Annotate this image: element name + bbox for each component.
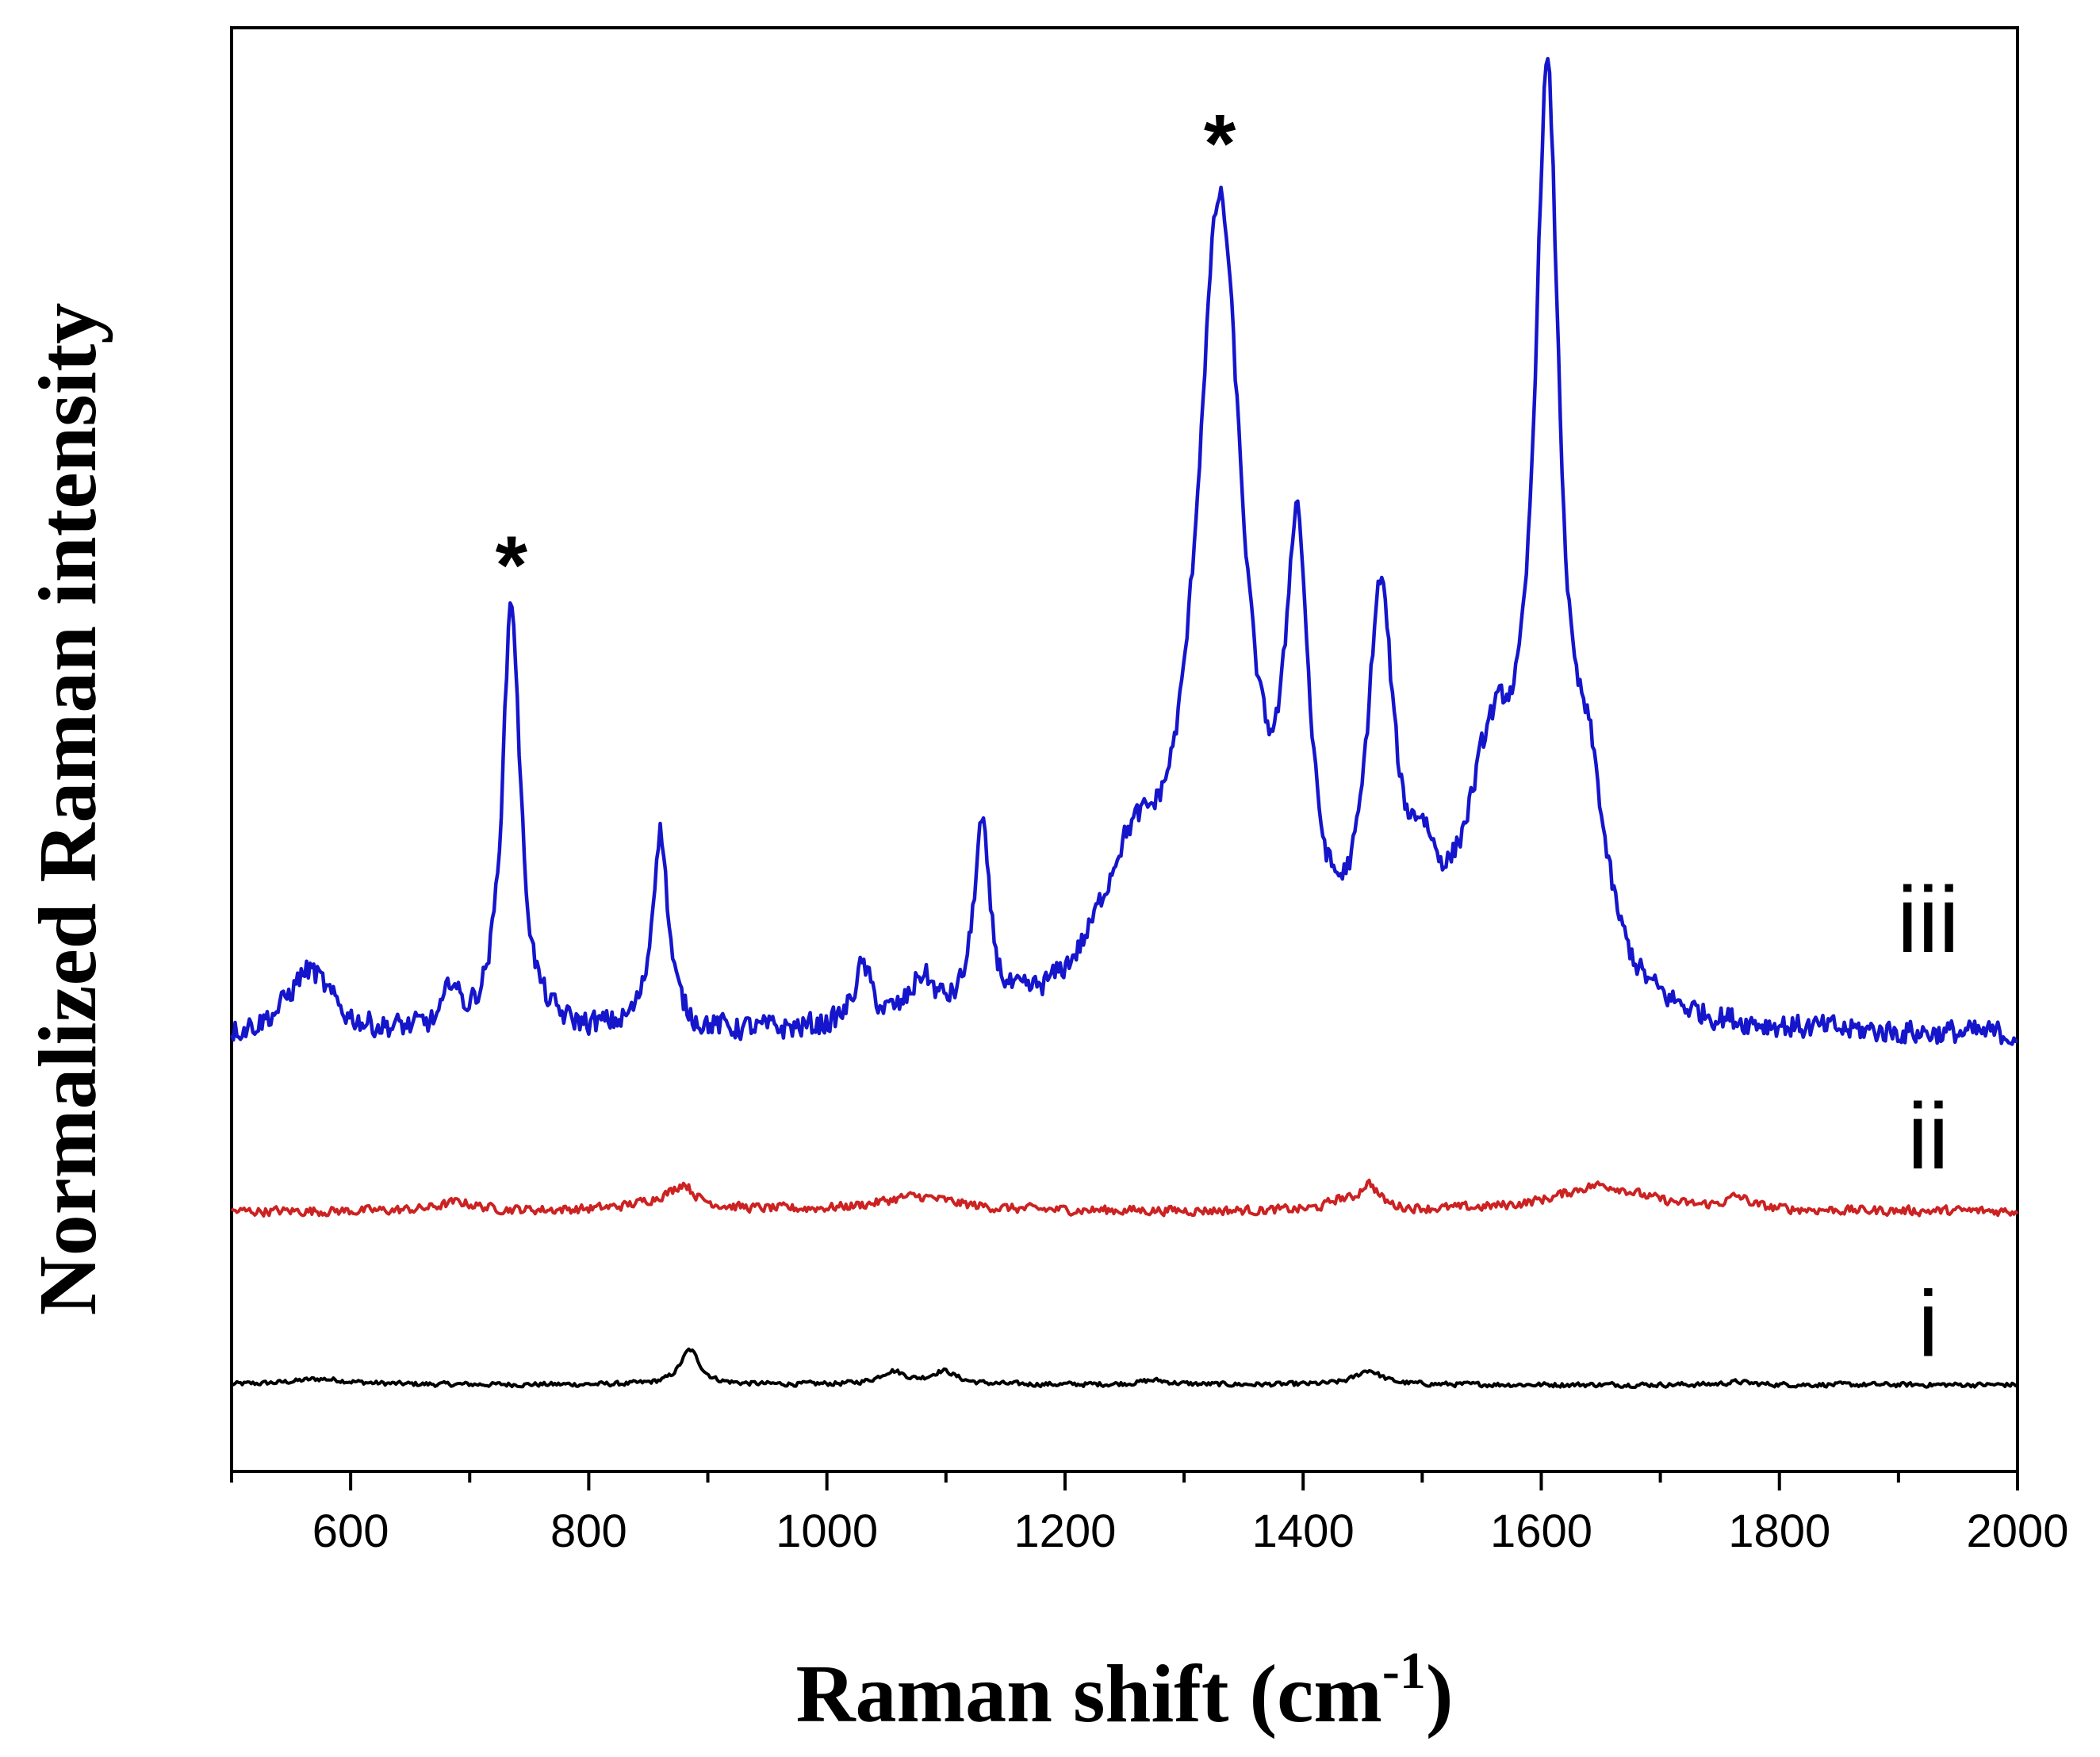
y-axis-title: Normalized Raman intensity [22, 303, 113, 1316]
plot-frame [230, 26, 2019, 1473]
annotations: ** [496, 98, 1236, 612]
x-tick-label: 2000 [1966, 1506, 2068, 1557]
series-line-i [230, 1347, 2018, 1389]
series-line-iii [229, 56, 2018, 1046]
x-tick-label: 1600 [1490, 1506, 1592, 1557]
peak-asterisk-1: * [496, 520, 528, 612]
series-layer [229, 56, 2019, 1389]
x-tick-label: 800 [550, 1506, 627, 1557]
series-label-i: i [1918, 1272, 1938, 1376]
series-label-iii: iii [1897, 868, 1960, 972]
x-tick-label: 600 [312, 1506, 389, 1557]
x-tick-label: 1200 [1014, 1506, 1116, 1557]
x-tick-label: 1000 [776, 1506, 878, 1557]
series-line-ii [230, 1178, 2019, 1218]
x-axis-title-close: ) [1426, 1648, 1454, 1740]
peak-asterisk-2: * [1204, 98, 1236, 190]
x-axis-title-superscript: -1 [1382, 1642, 1426, 1700]
x-tick-label: 1400 [1252, 1506, 1355, 1557]
series-label-ii: ii [1907, 1084, 1949, 1189]
x-axis-ticks: 600 800 1000 1200 1400 1600 1800 2000 [230, 1471, 2069, 1557]
x-tick-label: 1800 [1728, 1506, 1830, 1557]
x-axis-title: Raman shift (cm-1) [795, 1642, 1453, 1740]
